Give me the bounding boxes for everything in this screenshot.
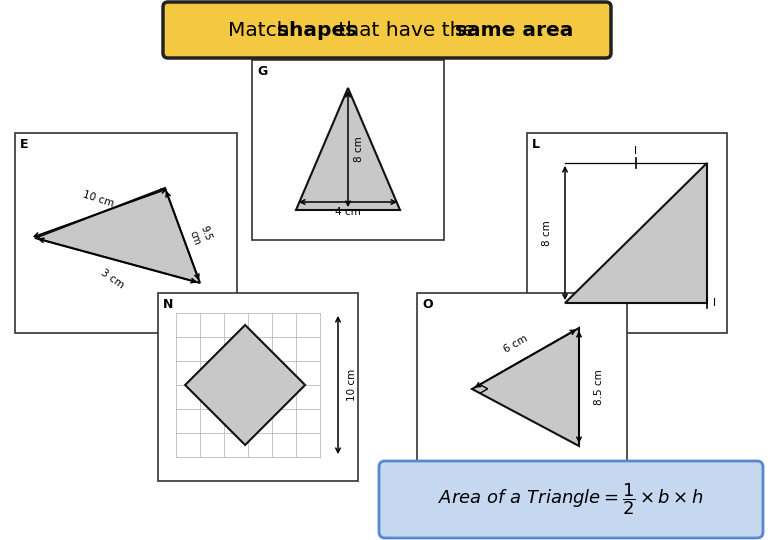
Text: E: E <box>20 138 29 151</box>
Text: O: O <box>422 298 433 311</box>
Text: Match: Match <box>228 21 296 39</box>
Text: 8.5 cm: 8.5 cm <box>594 369 604 405</box>
Text: 3 cm: 3 cm <box>99 267 126 290</box>
Polygon shape <box>35 188 200 283</box>
Text: l: l <box>713 298 716 308</box>
Text: 6 cm: 6 cm <box>502 334 529 355</box>
FancyBboxPatch shape <box>379 461 763 538</box>
Text: same area: same area <box>456 21 573 39</box>
Text: .: . <box>538 21 544 39</box>
Polygon shape <box>472 328 579 446</box>
Bar <box>252 60 444 240</box>
Text: 10 cm: 10 cm <box>347 369 357 401</box>
Polygon shape <box>296 88 400 210</box>
Text: l: l <box>634 146 637 156</box>
Text: L: L <box>532 138 540 151</box>
Text: 8 cm: 8 cm <box>354 136 364 162</box>
FancyBboxPatch shape <box>163 2 611 58</box>
Bar <box>158 293 358 481</box>
Bar <box>15 133 237 333</box>
Text: shapes: shapes <box>277 21 357 39</box>
Polygon shape <box>185 325 305 445</box>
Text: 9.5
cm: 9.5 cm <box>188 225 213 246</box>
Polygon shape <box>565 163 707 303</box>
Text: G: G <box>257 65 268 78</box>
Text: 8 cm: 8 cm <box>542 220 552 246</box>
Text: 4 cm: 4 cm <box>335 207 361 217</box>
Text: N: N <box>163 298 173 311</box>
Text: 10 cm: 10 cm <box>81 189 115 209</box>
Bar <box>417 293 627 476</box>
Text: $\mathit{Area\ of\ a\ Triangle} = \dfrac{1}{2} \times b \times h$: $\mathit{Area\ of\ a\ Triangle} = \dfrac… <box>438 482 704 517</box>
Bar <box>527 133 727 333</box>
Text: that have the: that have the <box>332 21 481 39</box>
